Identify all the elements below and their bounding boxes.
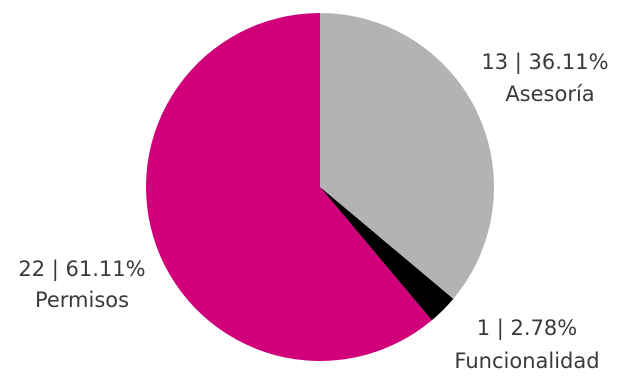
- pie-slice-funcionalidad: [320, 187, 454, 321]
- slice-value-label-funcionalidad: 1 | 2.78%: [477, 316, 578, 341]
- pie-slices: [146, 12, 495, 361]
- pie-slice-permisos: [146, 13, 432, 361]
- slice-category-label-funcionalidad: Funcionalidad: [454, 349, 599, 373]
- pie-labels: 13 | 36.11% Asesoría 1 | 2.78% Funcional…: [18, 50, 608, 373]
- slice-value-label-permisos: 22 | 61.11%: [18, 257, 145, 282]
- slice-category-label-asesoria: Asesoría: [505, 82, 594, 106]
- slice-category-label-permisos: Permisos: [35, 288, 129, 312]
- pie-slice-asesoria: [320, 12, 495, 299]
- slice-value-label-asesoria: 13 | 36.11%: [481, 50, 608, 75]
